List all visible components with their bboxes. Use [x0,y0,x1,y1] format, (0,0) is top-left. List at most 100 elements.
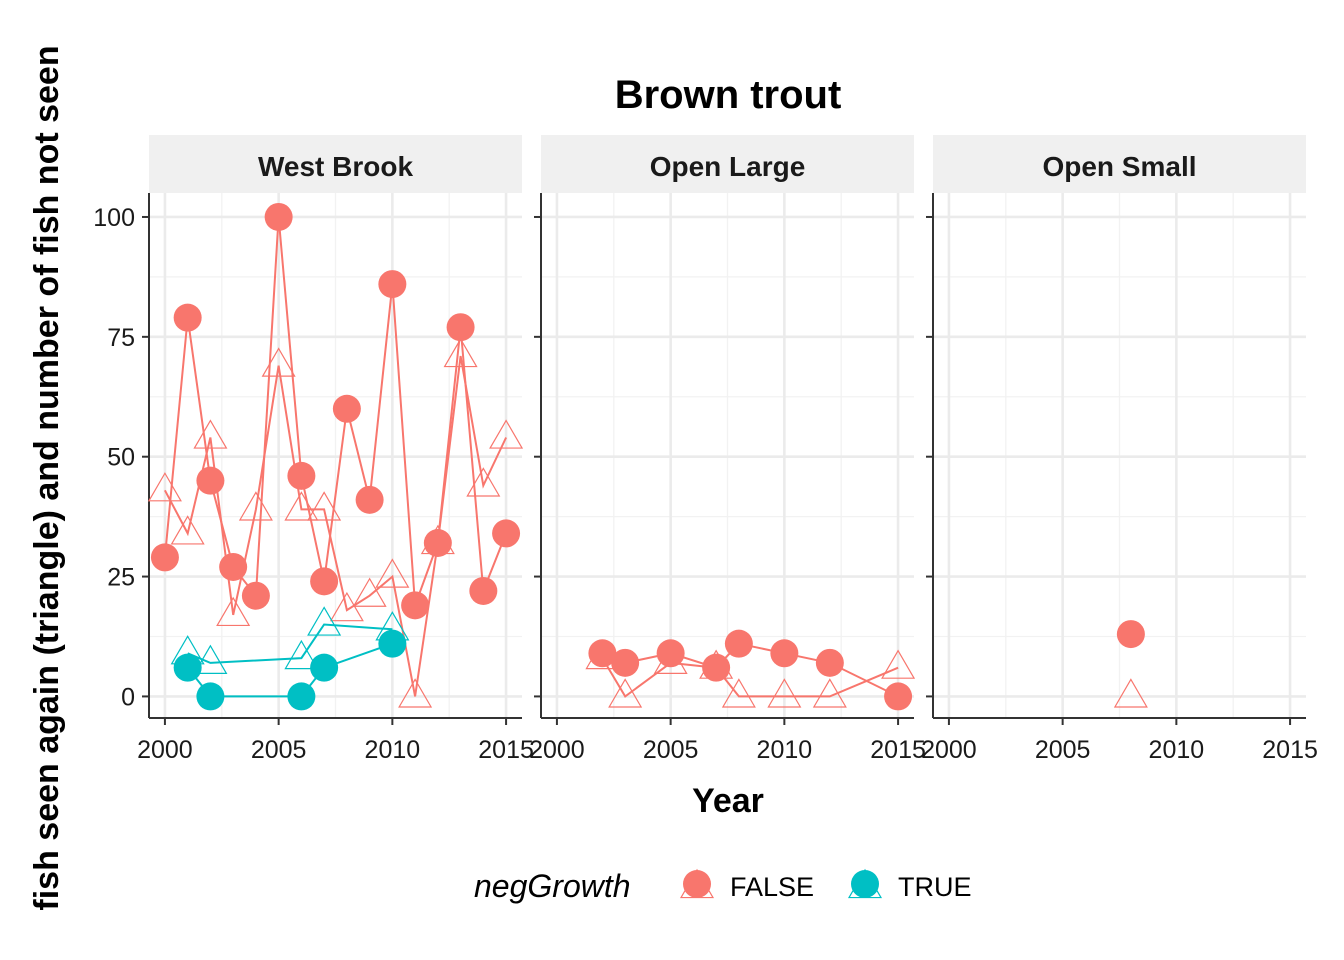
data-point-false-triangle [238,491,273,521]
data-point-false-circle [355,485,384,514]
data-point-false-triangle [1113,678,1148,708]
x-tick-label: 2015 [1262,736,1318,764]
panel-west-brook: West Brook 2000 2005 2010 2015 0 25 50 75 100 [93,135,534,764]
x-tick-label: 2010 [1149,736,1205,764]
data-points-west-brook [147,202,524,711]
y-tick-label: 50 [107,444,135,472]
data-point-false-triangle [147,472,182,502]
data-point-false-triangle [489,419,524,449]
data-point-false-triangle [170,515,205,545]
data-point-true-circle [310,653,339,682]
data-point-false-triangle [193,419,228,449]
data-point-false-triangle [443,337,478,368]
data-point-false-circle [173,303,202,332]
data-point-false-circle [588,639,617,668]
legend-label-false: FALSE [730,872,814,902]
data-point-true-circle [196,682,225,711]
data-point-false-circle [815,648,844,677]
y-tick-label: 25 [107,564,135,592]
data-point-false-circle [150,543,179,572]
x-tick-label: 2000 [529,736,585,764]
y-tick-label: 0 [121,683,135,711]
data-point-false-triangle [352,577,387,607]
legend-label-true: TRUE [898,872,972,902]
y-tick-label: 100 [93,204,135,232]
data-point-false-circle [332,394,361,423]
data-point-false-circle [770,639,799,668]
data-point-false-triangle [375,558,410,588]
x-tick-label: 2010 [365,736,421,764]
series-line-true-triangle [187,623,393,664]
panels: West Brook 2000 2005 2010 2015 0 25 50 75 100 Open… [93,135,1318,764]
data-point-false-circle [310,567,339,596]
data-point-false-triangle [329,591,364,622]
data-point-false-circle [1116,620,1145,649]
y-axis-title: fish seen again (triangle) and number of… [28,45,66,910]
data-point-false-circle [401,591,430,620]
data-point-false-circle [423,529,452,557]
grid-west-brook [149,193,522,718]
data-point-false-circle [196,466,225,495]
data-point-false-triangle [398,678,433,708]
data-point-false-triangle [608,678,643,708]
data-point-false-circle [702,653,731,682]
x-axis-title: Year [692,782,764,820]
series-line-false-triangle [601,657,899,698]
strip-west-brook [149,135,522,193]
x-tick-label: 2015 [870,736,926,764]
data-point-false-circle [264,202,293,231]
chart-title: Brown trout [615,73,842,117]
data-point-false-circle [656,639,685,668]
strip-label-open-small: Open Small [1042,151,1196,182]
data-point-false-triangle [767,678,802,708]
data-point-false-triangle [721,678,756,708]
data-points-open-large [585,629,916,711]
x-tick-label: 2005 [1035,736,1091,764]
grid-open-small [933,193,1306,718]
data-point-true-triangle [193,644,228,675]
panel-open-large: Open Large 2000 2005 2010 2015 [529,135,926,764]
legend-circle-false [683,870,711,898]
legend-title: negGrowth [474,868,631,904]
x-tick-label: 2015 [478,736,534,764]
strip-open-small [933,135,1306,193]
data-point-false-triangle [307,491,342,521]
x-tick-label: 2000 [137,736,193,764]
data-point-false-triangle [216,596,251,627]
data-point-true-circle [173,653,202,682]
data-point-false-circle [446,313,475,342]
data-point-false-circle [724,629,753,658]
legend-key-true [847,868,883,899]
legend: negGrowth FALSE TRUE [474,868,972,904]
data-point-true-circle [378,629,407,658]
strip-open-large [541,135,914,193]
y-tick-label: 75 [107,324,135,352]
x-tick-label: 2010 [757,736,813,764]
data-point-true-circle [287,682,316,711]
data-point-false-triangle [466,467,501,497]
data-point-false-triangle [881,649,916,679]
data-point-true-triangle [284,639,319,670]
x-tick-label: 2005 [251,736,307,764]
data-point-false-triangle [284,491,319,521]
x-tick-label: 2000 [921,736,977,764]
data-point-false-circle [469,576,498,605]
data-point-false-circle [241,581,270,610]
legend-key-false [679,868,715,899]
series-line-false-triangle [164,355,508,697]
data-point-false-circle [378,270,407,299]
legend-keys [679,868,883,899]
data-point-true-triangle [307,606,342,636]
data-point-false-circle [611,648,640,677]
strip-label-west-brook: West Brook [258,151,413,182]
data-point-false-circle [492,519,521,548]
data-point-false-circle [287,461,316,490]
strip-label-open-large: Open Large [650,151,806,182]
panel-open-small: Open Small 2000 2005 2010 2015 [921,135,1318,764]
grid-open-large [541,193,914,718]
data-point-false-triangle [812,678,847,708]
data-point-false-triangle [261,347,296,377]
data-point-false-circle [884,682,913,711]
legend-circle-true [851,870,879,898]
